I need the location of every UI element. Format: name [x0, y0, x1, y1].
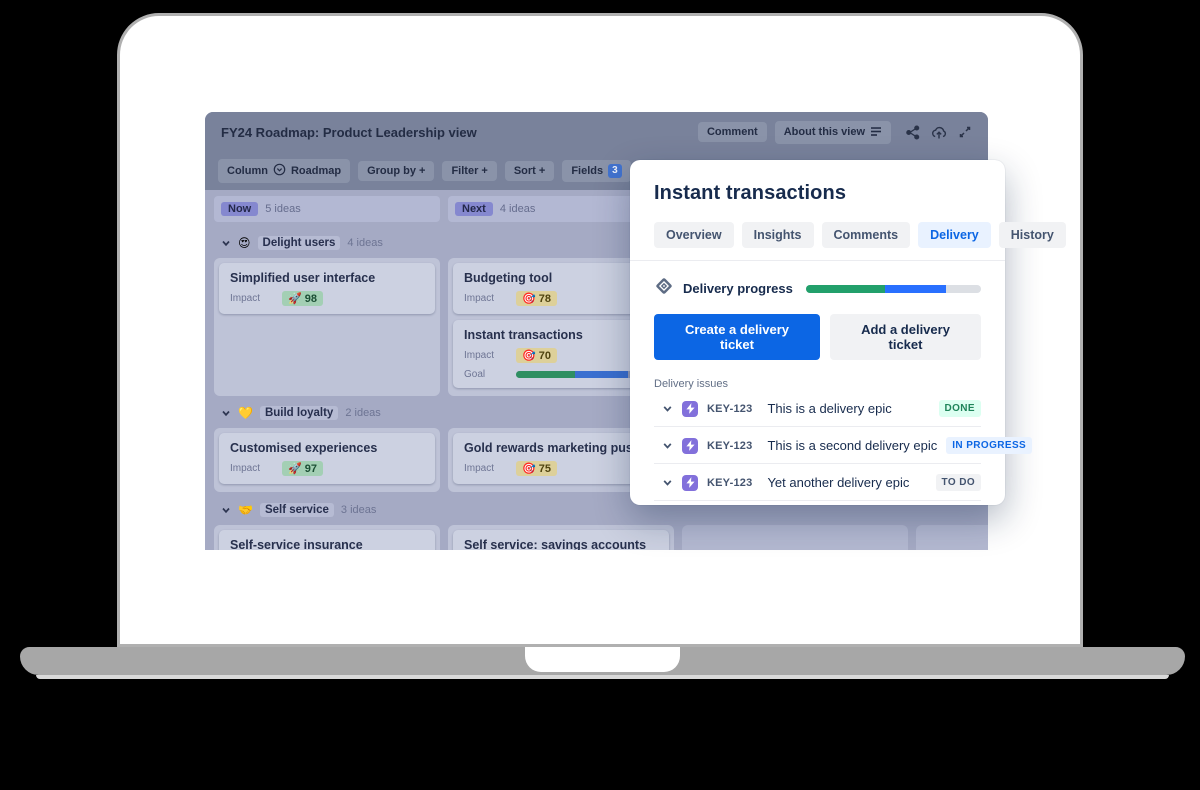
divider — [630, 260, 1005, 261]
group-count: 3 ideas — [340, 504, 377, 516]
page-title: FY24 Roadmap: Product Leadership view — [221, 124, 477, 140]
epic-icon — [682, 474, 698, 491]
impact-badge: 🎯 70 — [516, 348, 557, 363]
issue-title: This is a second delivery epic — [767, 438, 938, 453]
tab-history[interactable]: History — [998, 222, 1066, 248]
delivery-diamond-icon — [654, 276, 674, 301]
delivery-progress-bar — [805, 284, 981, 293]
epic-icon — [682, 437, 698, 454]
circle-chevron-icon — [273, 163, 286, 179]
rocket-icon: 🚀 — [288, 463, 302, 475]
delivery-issues-heading: Delivery issues — [654, 378, 728, 390]
target-icon: 🎯 — [522, 350, 536, 362]
group-name: Self service — [259, 503, 334, 517]
column-panel: Customised experiences Impact 🚀 97 — [214, 428, 440, 492]
epic-icon — [682, 400, 698, 417]
idea-card-self-service-insurance[interactable]: Self-service insurance — [219, 530, 435, 550]
about-this-view-button[interactable]: About this view — [774, 120, 891, 144]
rocket-icon: 🚀 — [288, 293, 302, 305]
impact-badge: 🎯 78 — [516, 291, 557, 306]
create-delivery-ticket-button[interactable]: Create a delivery ticket — [654, 314, 820, 360]
idea-card-self-service-savings[interactable]: Self service: savings accounts — [453, 530, 669, 550]
chevron-down-icon[interactable] — [662, 403, 673, 414]
tab-insights[interactable]: Insights — [741, 222, 814, 248]
tab-overview[interactable]: Overview — [654, 222, 734, 248]
delivery-issue-row[interactable]: KEY-123 Yet another delivery epic TO DO — [654, 464, 981, 501]
group-emoji: 🤝 — [238, 503, 253, 517]
group-name: Delight users — [257, 236, 341, 250]
column-view-selector[interactable]: Column Roadmap — [218, 159, 351, 183]
group-name: Build loyalty — [259, 406, 339, 420]
issue-key[interactable]: KEY-123 — [707, 439, 753, 452]
tab-comments[interactable]: Comments — [821, 222, 911, 248]
group-by-button[interactable]: Group by + — [358, 161, 435, 181]
group-header-self-service[interactable]: 🤝 Self service 3 ideas — [214, 500, 988, 520]
idea-detail-panel: Instant transactions Overview Insights C… — [630, 160, 1066, 505]
group-emoji: 😍 — [238, 236, 251, 250]
fields-count-badge: 3 — [608, 164, 622, 178]
column-panel — [682, 525, 908, 550]
impact-badge: 🎯 75 — [516, 461, 557, 476]
target-icon: 🎯 — [522, 463, 536, 475]
delivery-progress-inprogress — [884, 284, 946, 293]
column-panel — [916, 525, 988, 550]
target-icon: 🎯 — [522, 293, 536, 305]
fields-button[interactable]: Fields 3 — [562, 160, 631, 182]
issue-key[interactable]: KEY-123 — [707, 476, 753, 489]
column-lozenge: Now — [221, 202, 259, 216]
issue-title: Yet another delivery epic — [767, 475, 910, 490]
laptop-base-edge — [36, 675, 1169, 679]
column-band-now: Now 5 ideas — [214, 196, 440, 222]
chevron-down-icon[interactable] — [662, 440, 673, 451]
column-panel: Self-service insurance — [214, 525, 440, 550]
column-panel: Self service: savings accounts — [448, 525, 674, 550]
delivery-issue-row[interactable]: KEY-123 This is a delivery epic DONE — [654, 390, 981, 427]
ticket-buttons: Create a delivery ticket Add a delivery … — [654, 314, 981, 360]
column-panel: Simplified user interface Impact 🚀 98 — [214, 258, 440, 396]
group-count: 4 ideas — [347, 237, 383, 249]
group-header-delight-users[interactable]: 😍 Delight users 4 ideas — [214, 233, 988, 253]
goal-progress-done — [516, 371, 575, 378]
impact-badge: 🚀 98 — [282, 291, 323, 306]
group-header-build-loyalty[interactable]: 💛 Build loyalty 2 ideas — [214, 403, 988, 423]
delivery-issue-row[interactable]: KEY-123 This is a second delivery epic I… — [654, 427, 1033, 464]
chevron-down-icon[interactable] — [221, 238, 231, 248]
laptop-notch — [525, 647, 680, 672]
goal-progress-inprogress — [574, 371, 629, 378]
chevron-down-icon[interactable] — [221, 408, 231, 418]
app-header: FY24 Roadmap: Product Leadership view Co… — [205, 112, 988, 152]
idea-tabs: Overview Insights Comments Delivery Hist… — [654, 222, 1066, 248]
goal-progress-bar — [516, 371, 638, 378]
tab-delivery[interactable]: Delivery — [918, 222, 991, 248]
align-lines-icon — [870, 125, 882, 140]
group-panels: Self-service insurance Self service: sav… — [214, 525, 988, 550]
impact-badge: 🚀 97 — [282, 461, 323, 476]
header-actions: Comment About this view — [697, 120, 972, 144]
filter-button[interactable]: Filter + — [442, 161, 497, 181]
publish-cloud-icon[interactable] — [931, 125, 947, 140]
column-lozenge: Next — [455, 202, 493, 216]
status-badge[interactable]: DONE — [938, 400, 981, 417]
delivery-progress-row: Delivery progress — [654, 276, 981, 301]
expand-fullscreen-icon[interactable] — [958, 125, 972, 139]
delivery-progress-done — [805, 284, 885, 293]
chevron-down-icon[interactable] — [662, 477, 673, 488]
add-delivery-ticket-button[interactable]: Add a delivery ticket — [830, 314, 981, 360]
idea-title: Instant transactions — [654, 182, 847, 204]
group-emoji: 💛 — [238, 406, 253, 420]
status-badge[interactable]: IN PROGRESS — [946, 437, 1033, 454]
comment-button[interactable]: Comment — [697, 122, 767, 142]
issue-title: This is a delivery epic — [767, 401, 892, 416]
idea-card-customised-experiences[interactable]: Customised experiences Impact 🚀 97 — [219, 433, 435, 484]
issue-key[interactable]: KEY-123 — [707, 402, 753, 415]
share-icon[interactable] — [905, 124, 920, 140]
chevron-down-icon[interactable] — [221, 505, 231, 515]
laptop-base — [20, 647, 1185, 675]
sort-button[interactable]: Sort + — [504, 161, 555, 181]
idea-card-simplified-user-interface[interactable]: Simplified user interface Impact 🚀 98 — [219, 263, 435, 314]
status-badge[interactable]: TO DO — [935, 474, 981, 491]
group-count: 2 ideas — [345, 407, 381, 419]
